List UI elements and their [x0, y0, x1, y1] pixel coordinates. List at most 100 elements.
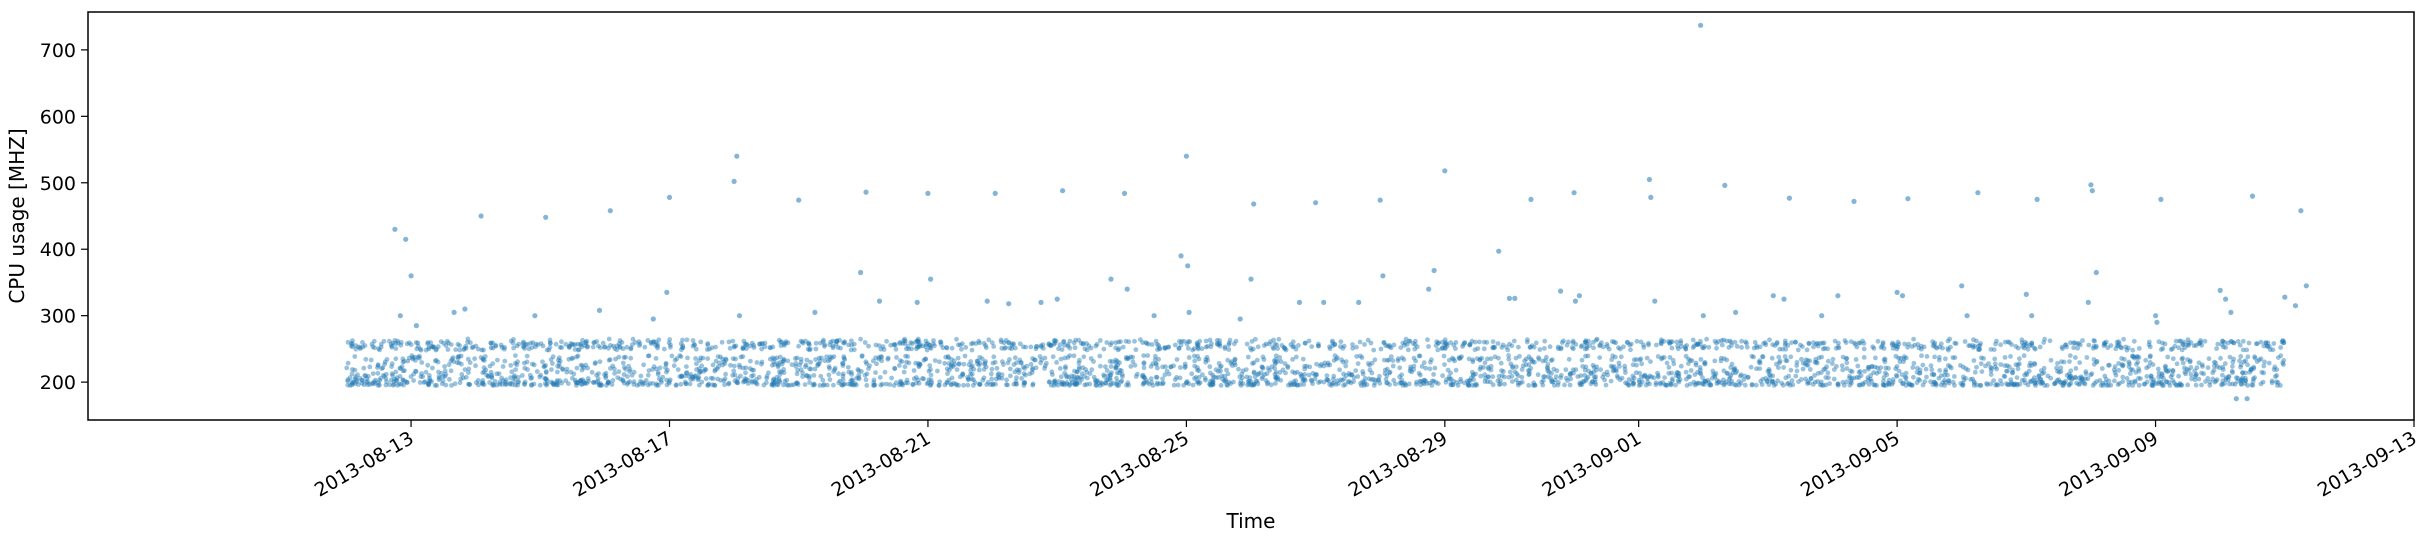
- data-point: [2227, 381, 2232, 387]
- data-point: [1698, 338, 1703, 344]
- data-point: [1916, 345, 1922, 351]
- data-point: [1682, 344, 1688, 350]
- data-point: [827, 342, 833, 348]
- data-point: [2005, 382, 2011, 388]
- data-point: [1551, 366, 1557, 372]
- data-point: [1759, 382, 1765, 387]
- data-point: [1869, 364, 1875, 370]
- points-layer: [344, 22, 2309, 402]
- data-point: [1693, 362, 1699, 368]
- data-point: [960, 371, 966, 377]
- data-point: [2186, 368, 2192, 373]
- data-point-outlier: [984, 298, 990, 304]
- data-point: [2150, 383, 2155, 388]
- data-point: [583, 362, 589, 368]
- data-point: [1712, 358, 1718, 364]
- data-point-outlier: [1054, 296, 1060, 302]
- data-point: [1712, 338, 1718, 344]
- data-point: [1757, 344, 1763, 350]
- data-point: [888, 342, 894, 348]
- data-point: [1109, 340, 1114, 346]
- data-point: [905, 354, 911, 359]
- data-point: [2029, 341, 2035, 346]
- data-point: [795, 367, 801, 373]
- data-point: [712, 367, 718, 372]
- data-point: [1490, 374, 1496, 380]
- data-point: [837, 378, 843, 384]
- data-point: [521, 360, 527, 366]
- data-point: [1482, 372, 1488, 377]
- data-point: [576, 347, 581, 353]
- data-point-outlier: [1426, 286, 1432, 292]
- data-point: [406, 355, 412, 361]
- data-point: [1847, 375, 1852, 381]
- data-point: [938, 339, 943, 345]
- data-point: [377, 347, 382, 353]
- data-point: [1601, 371, 1607, 377]
- data-point: [881, 347, 887, 352]
- data-point: [437, 375, 442, 381]
- data-point: [501, 346, 507, 352]
- data-point: [993, 381, 998, 387]
- data-point: [1439, 346, 1445, 351]
- data-point: [924, 347, 930, 353]
- data-point: [2160, 340, 2165, 346]
- data-point: [1094, 341, 1100, 347]
- data-point: [1296, 343, 1301, 348]
- data-point: [754, 377, 759, 382]
- data-point: [1223, 379, 1228, 384]
- data-point: [1085, 375, 1090, 381]
- data-point: [1608, 363, 1614, 369]
- data-point: [1203, 377, 1208, 383]
- data-point: [642, 344, 648, 350]
- data-point: [1062, 355, 1068, 361]
- data-point: [2180, 342, 2186, 347]
- data-point: [1203, 338, 1209, 344]
- data-point: [1718, 355, 1724, 361]
- data-point: [1821, 340, 1827, 346]
- data-point: [1021, 383, 1027, 388]
- data-point: [1223, 377, 1229, 383]
- data-point: [2237, 342, 2243, 348]
- data-point: [1140, 372, 1146, 378]
- data-point: [759, 346, 764, 352]
- data-point: [688, 372, 694, 377]
- data-point: [1402, 382, 1408, 387]
- data-point: [2246, 340, 2252, 346]
- data-point: [1972, 369, 1978, 375]
- data-point: [915, 344, 921, 350]
- data-point: [637, 381, 642, 387]
- data-point: [1258, 370, 1264, 375]
- data-point: [1032, 357, 1037, 363]
- data-point: [1508, 361, 1514, 367]
- data-point: [1662, 375, 1667, 380]
- data-point: [999, 345, 1005, 351]
- data-point: [1072, 345, 1078, 351]
- data-point: [1591, 365, 1597, 370]
- data-point: [1625, 339, 1630, 345]
- data-point-outlier: [478, 213, 484, 219]
- data-point: [1052, 340, 1058, 346]
- data-point: [2275, 383, 2280, 388]
- data-point: [1146, 381, 1152, 387]
- data-point: [2148, 373, 2154, 379]
- data-point: [1231, 341, 1237, 347]
- data-point: [956, 342, 961, 348]
- data-point: [1674, 339, 1680, 345]
- data-point: [1686, 356, 1691, 362]
- data-point: [1588, 371, 1594, 376]
- data-point: [480, 357, 486, 363]
- data-point: [1368, 340, 1374, 346]
- data-point: [1336, 381, 1341, 386]
- data-point: [349, 371, 355, 377]
- data-point: [1050, 354, 1056, 360]
- data-point: [1749, 353, 1755, 359]
- data-point: [1905, 344, 1911, 350]
- data-point: [779, 339, 784, 345]
- data-point: [743, 342, 749, 348]
- data-point: [1113, 365, 1118, 371]
- data-point: [1366, 376, 1372, 382]
- data-point: [584, 344, 590, 350]
- data-point: [429, 344, 435, 349]
- data-point: [1712, 373, 1718, 379]
